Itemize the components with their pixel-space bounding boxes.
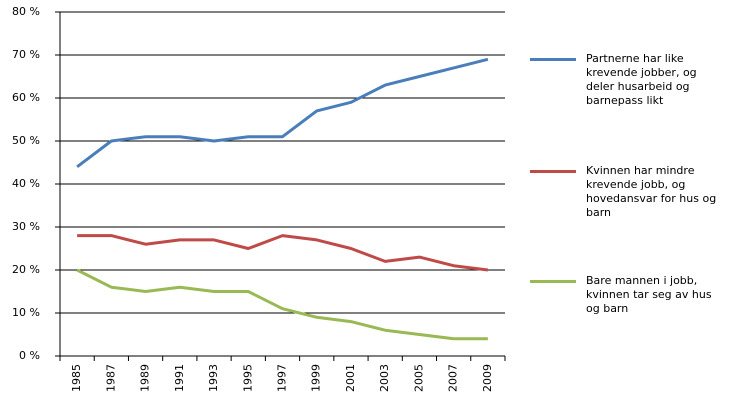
legend-label: Bare mannen i jobb, kvinnen tar seg av h…: [586, 274, 712, 315]
legend-label: Partnerne har like krevende jobber, og d…: [586, 52, 697, 107]
x-tick-label: 2001: [344, 364, 357, 392]
x-tick-label: 2003: [378, 364, 391, 392]
legend-swatch: [530, 280, 576, 283]
y-tick-label: 20 %: [12, 263, 40, 276]
y-tick-label: 60 %: [12, 91, 40, 104]
x-tick-label: 1995: [241, 364, 254, 392]
x-tick-label: 1993: [207, 364, 220, 392]
y-tick-label: 0 %: [19, 349, 40, 362]
legend-swatch: [530, 58, 576, 61]
x-tick-label: 2009: [481, 364, 494, 392]
y-tick-label: 10 %: [12, 306, 40, 319]
x-tick-label: 1997: [276, 364, 289, 392]
series-line: [76, 268, 488, 341]
x-tick-label: 1989: [139, 364, 152, 392]
y-tick-label: 80 %: [12, 5, 40, 18]
series-line: [77, 234, 489, 272]
legend-swatch: [530, 170, 576, 173]
x-tick-label: 2005: [412, 364, 425, 392]
x-tick-label: 2007: [447, 364, 460, 392]
y-tick-label: 70 %: [12, 48, 40, 61]
y-tick-label: 50 %: [12, 134, 40, 147]
y-tick-label: 30 %: [12, 220, 40, 233]
series-line: [76, 57, 489, 168]
x-tick-label: 1985: [70, 364, 83, 392]
y-tick-label: 40 %: [12, 177, 40, 190]
legend-label: Kvinnen har mindre krevende jobb, og hov…: [586, 164, 717, 219]
x-tick-label: 1999: [310, 364, 323, 392]
x-tick-label: 1987: [104, 364, 117, 392]
x-tick-label: 1991: [173, 364, 186, 392]
